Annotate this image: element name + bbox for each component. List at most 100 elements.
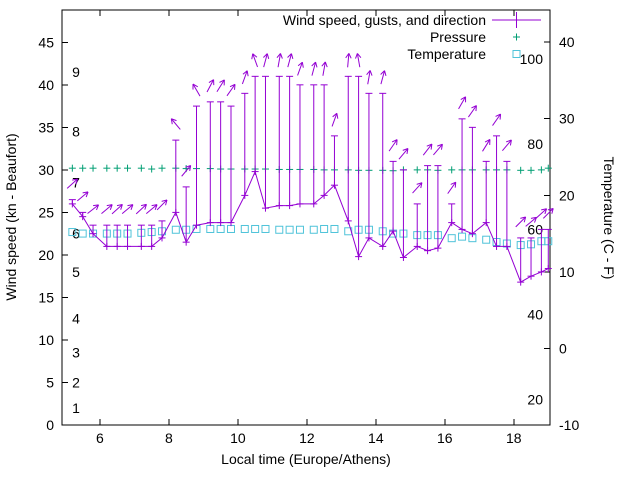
y-right-tick-label: 20	[559, 187, 575, 203]
fahrenheit-label: 40	[527, 306, 543, 322]
wind-arrow-head	[276, 53, 281, 58]
wind-arrow-head	[246, 70, 249, 77]
wind-arrow-head	[336, 113, 339, 119]
temperature-point	[447, 234, 456, 243]
wind-arrow-shaft	[121, 204, 134, 215]
wind-arrow-head	[324, 61, 328, 68]
temperature-point	[330, 224, 339, 233]
wind-arrow-shaft	[206, 79, 215, 93]
y-left-tick-label: 25	[38, 204, 54, 220]
wind-arrow-shaft	[502, 139, 512, 152]
y-right-tick-label: 0	[559, 340, 567, 356]
wind-arrow-head	[263, 53, 268, 58]
wind-arrow-head	[266, 53, 270, 60]
temperature-point	[261, 224, 270, 233]
temperature-point	[240, 224, 249, 233]
temperature-point	[482, 235, 491, 244]
temperature-point	[309, 225, 318, 234]
temperature-point	[344, 227, 353, 236]
wind-arrow-head	[430, 144, 433, 150]
y-right-axis-title: Temperature (C - F)	[601, 157, 617, 280]
x-tick-label: 8	[165, 430, 173, 446]
wind-arrow-head	[541, 208, 547, 211]
beaufort-label: 4	[72, 311, 80, 327]
wind-arrow-shaft	[525, 217, 537, 227]
wind-arrow-shaft	[216, 79, 225, 93]
wind-arrow-shaft	[297, 62, 303, 76]
wind-arrow-shaft	[252, 53, 258, 68]
wind-arrow-head	[171, 118, 177, 122]
temperature-point	[206, 224, 215, 233]
wind-arrow-head	[144, 204, 147, 210]
pressure-series	[68, 164, 552, 175]
wind-arrow-shaft	[241, 70, 248, 85]
legend-label-temperature: Temperature	[407, 46, 486, 62]
fahrenheit-label: 100	[520, 51, 544, 67]
fahrenheit-label: 20	[527, 391, 543, 407]
wind-arrow-shaft	[287, 53, 292, 68]
wind-arrow-head	[130, 204, 134, 210]
wind-arrow-head	[251, 53, 254, 60]
wind-arrow-shaft	[170, 118, 181, 130]
temperature-point	[226, 224, 235, 233]
beaufort-label: 5	[72, 264, 80, 280]
beaufort-label: 8	[72, 124, 80, 140]
x-tick-label: 6	[96, 430, 104, 446]
wind-arrow-head	[547, 207, 554, 211]
wind-arrow-shaft	[535, 208, 547, 219]
wind-arrow-head	[345, 53, 350, 59]
y-left-tick-label: 20	[38, 247, 54, 263]
beaufort-scale-labels: 123456789	[72, 64, 80, 416]
wind-arrow-head	[426, 143, 433, 147]
wind-arrow-shaft	[331, 113, 338, 127]
wind-arrow-head	[151, 204, 158, 207]
wind-arrow-head	[85, 191, 89, 198]
beaufort-label: 9	[72, 64, 80, 80]
plot-border	[61, 9, 551, 426]
wind-arrow-head	[471, 105, 477, 109]
wind-arrow-shaft	[322, 61, 326, 76]
wind-arrow-shaft	[422, 143, 433, 156]
wind-arrow-shaft	[482, 139, 491, 152]
wind-arrow-head	[332, 112, 338, 118]
wind-arrow-head	[229, 83, 236, 88]
wind-arrow-head	[72, 178, 78, 181]
wind-arrow-shaft	[101, 204, 113, 215]
fahrenheit-label: 80	[527, 136, 543, 152]
wind-arrow-shaft	[356, 53, 361, 68]
wind-arrow-head	[402, 148, 409, 151]
wind-arrow-head	[301, 62, 304, 68]
wind-arrow-head	[530, 216, 537, 219]
wind-arrow-head	[484, 138, 491, 143]
wind-arrow-shaft	[77, 191, 89, 202]
wind-arrow-head	[355, 53, 358, 59]
wind-arrow-head	[161, 199, 168, 202]
wind-arrow-head	[165, 199, 168, 206]
wind-arrow-head	[116, 203, 123, 207]
wind-series	[68, 75, 552, 286]
wind-arrow-head	[297, 61, 303, 67]
wind-arrow-shaft	[145, 204, 158, 215]
y-right-tick-label: 10	[559, 264, 575, 280]
wind-arrow-head	[406, 148, 409, 155]
y-left-tick-label: 40	[38, 77, 54, 93]
wind-arrow-head	[287, 53, 292, 58]
wind-arrow-head	[356, 53, 362, 58]
wind-arrow-shaft	[277, 53, 281, 68]
wind-arrow-head	[106, 204, 113, 207]
y-left-axis-title: Wind speed (kn - Beaufort)	[3, 133, 19, 300]
y-left-tick-label: 5	[46, 374, 54, 390]
y-right-tick-label: 30	[559, 111, 575, 127]
beaufort-label: 3	[72, 345, 80, 361]
x-axis-title: Local time (Europe/Athens)	[221, 451, 391, 467]
legend-label-wind: Wind speed, gusts, and direction	[283, 12, 486, 28]
wind-arrow-head	[551, 208, 554, 214]
wind-arrow-shaft	[156, 199, 168, 211]
wind-arrow-head	[189, 165, 192, 172]
temperature-point	[285, 225, 294, 234]
wind-arrow-shaft	[467, 105, 477, 118]
wind-arrow-head	[82, 191, 89, 194]
x-tick-label: 10	[230, 430, 246, 446]
wind-arrow-shaft	[192, 83, 201, 97]
wind-arrow-head	[544, 208, 548, 215]
